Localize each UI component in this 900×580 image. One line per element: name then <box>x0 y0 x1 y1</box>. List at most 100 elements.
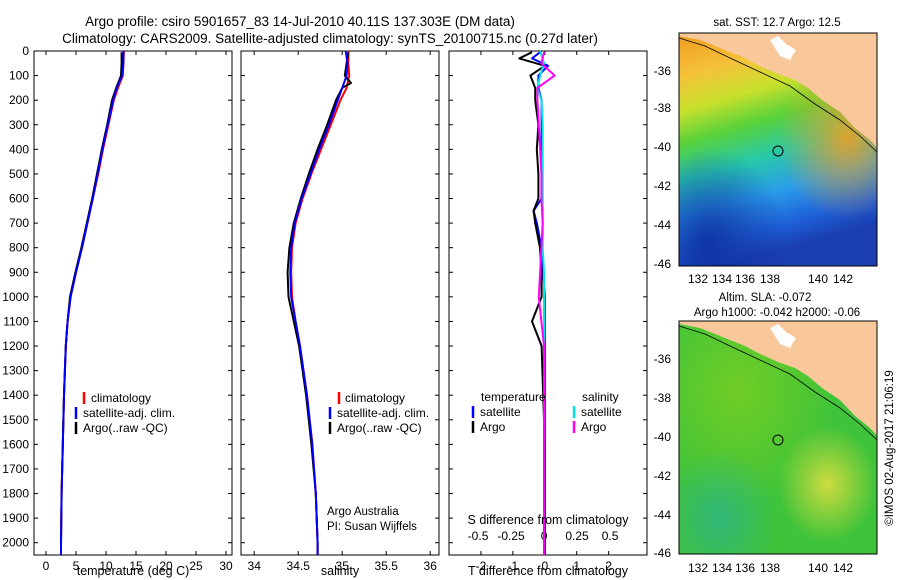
legend-label-satellite: satellite-adj. clim. <box>83 406 175 420</box>
temperature-axis-label: temperature (deg C) <box>77 564 190 578</box>
depth-tick-label: 1500 <box>2 413 29 427</box>
land-mass <box>679 33 877 148</box>
depth-tick-label: 1100 <box>3 314 29 328</box>
coastline-contour <box>679 37 877 153</box>
lat-tick-label: -42 <box>654 469 672 483</box>
x-tick-label: 36 <box>424 559 438 573</box>
s-difference-axis-label: S difference from climatology <box>468 513 630 527</box>
lat-tick-label: -40 <box>654 140 672 154</box>
depth-tick-label: 1000 <box>2 290 29 304</box>
salinity-panel-frame <box>240 50 440 556</box>
x-tick-label: 35.5 <box>375 559 399 573</box>
lon-tick-label: 136 <box>735 561 755 575</box>
lat-tick-label: -36 <box>654 352 672 366</box>
depth-tick-label: 1900 <box>2 511 29 525</box>
depth-tick-label: 2000 <box>2 536 29 550</box>
figure-title-line1: Argo profile: csiro 5901657_83 14-Jul-20… <box>85 14 515 29</box>
x-tick-label: 0 <box>43 559 50 573</box>
lat-tick-label: -44 <box>654 508 672 522</box>
depth-tick-label: 800 <box>9 241 29 255</box>
salinity-axis-label: salinity <box>321 564 360 578</box>
depth-tick-label: 100 <box>9 69 29 83</box>
x-tick-label: 5 <box>73 559 80 573</box>
island <box>770 36 796 60</box>
lon-tick-label: 138 <box>760 272 780 286</box>
depth-tick-label: 1600 <box>2 437 29 451</box>
x-tick-label: 2 <box>605 559 612 573</box>
sst-map-frame <box>678 32 878 267</box>
x2-tick-label: 0.5 <box>602 529 619 543</box>
legend-salinity-header: salinity <box>582 390 619 404</box>
difference-legend: temperature satellite Argo salinity sate… <box>471 390 622 434</box>
lon-tick-label: 138 <box>760 561 780 575</box>
legend-label-temp-satellite: satellite <box>480 405 521 419</box>
sst-lon-ticks: 132 134 136 138 140 142 <box>688 272 853 286</box>
lon-tick-label: 134 <box>712 272 732 286</box>
lon-tick-label: 140 <box>808 561 828 575</box>
depth-tick-label: 400 <box>9 142 29 156</box>
lon-tick-label: 136 <box>735 272 755 286</box>
depth-tick-label: 700 <box>9 216 29 230</box>
lon-tick-label: 132 <box>688 561 708 575</box>
depth-tick-label: 600 <box>9 192 29 206</box>
legend-label-temp-argo: Argo <box>480 420 506 434</box>
legend-label-sal-argo: Argo <box>581 420 607 434</box>
depth-tick-label: 300 <box>9 118 29 132</box>
difference-panel-frame <box>448 50 648 556</box>
lon-tick-label: 134 <box>712 561 732 575</box>
series-line-argo-raw-qc <box>286 52 352 555</box>
sla-lon-ticks: 132 134 136 138 140 142 <box>688 561 853 575</box>
series-line-salinity-argo <box>536 51 556 555</box>
sla-map <box>679 321 877 554</box>
depth-tick-label: 500 <box>9 167 29 181</box>
land-mass <box>679 321 877 436</box>
x2-tick-label: 0.25 <box>565 529 589 543</box>
lat-tick-label: -40 <box>654 430 672 444</box>
lat-tick-label: -36 <box>654 64 672 78</box>
x2-tick-label: -0.25 <box>497 529 525 543</box>
argo-location-marker <box>772 145 784 157</box>
pi-label: PI: Susan Wijffels <box>327 521 417 533</box>
temperature-legend: climatology satellite-adj. clim. Argo(..… <box>74 391 175 435</box>
sst-map <box>679 33 877 266</box>
depth-tick-label: 1700 <box>2 462 29 476</box>
legend-label-climatology: climatology <box>345 391 405 405</box>
x-tick-label: 34.5 <box>287 559 311 573</box>
legend-label-sal-satellite: satellite <box>581 405 622 419</box>
x-tick-label: -2 <box>476 559 487 573</box>
lat-tick-label: -46 <box>654 546 672 560</box>
legend-label-satellite: satellite-adj. clim. <box>337 406 429 420</box>
x-tick-label: 20 <box>159 559 173 573</box>
series-line-satellite-adj-clim <box>289 50 349 555</box>
depth-tick-label: 1800 <box>2 487 29 501</box>
sst-map-title: sat. SST: 12.7 Argo: 12.5 <box>713 17 840 29</box>
sla-map-title-line2: Argo h1000: -0.042 h2000: -0.06 <box>694 307 860 319</box>
argo-location-marker <box>772 434 784 446</box>
sst-lat-ticks: -36 -38 -40 -42 -44 -46 <box>654 64 672 271</box>
line-layer <box>60 50 556 555</box>
lon-tick-label: 142 <box>833 561 853 575</box>
figure-title-line2: Climatology: CARS2009. Satellite-adjuste… <box>62 31 598 46</box>
t-difference-axis-label: T difference from climatology <box>468 564 629 578</box>
x-tick-label: 35 <box>336 559 350 573</box>
salinity-legend: climatology satellite-adj. clim. Argo(..… <box>328 391 429 435</box>
depth-tick-label: 1300 <box>2 364 29 378</box>
legend-label-argo: Argo(..raw -QC) <box>83 421 168 435</box>
depth-tick-label: 1400 <box>2 388 29 402</box>
sla-map-title-line1: Altim. SLA: -0.072 <box>719 292 812 304</box>
depth-tick-label: 200 <box>9 93 29 107</box>
depth-tick-label: 1200 <box>2 339 29 353</box>
lat-tick-label: -46 <box>654 257 672 271</box>
series-line-climatology <box>290 51 351 555</box>
tick-layer: 0100200300400500600700800900100011001200… <box>2 44 647 573</box>
side-credit: ©IMOS 02-Aug-2017 21:06:19 <box>884 370 896 526</box>
lat-tick-label: -44 <box>654 218 672 232</box>
sla-map-frame <box>678 320 878 555</box>
lon-tick-label: 132 <box>688 272 708 286</box>
x-tick-label: 15 <box>129 559 143 573</box>
x-tick-label: 10 <box>99 559 113 573</box>
depth-tick-label: 0 <box>22 44 29 58</box>
x-tick-label: 34 <box>248 559 262 573</box>
legend-temperature-header: temperature <box>481 390 546 404</box>
depth-tick-label: 900 <box>9 265 29 279</box>
